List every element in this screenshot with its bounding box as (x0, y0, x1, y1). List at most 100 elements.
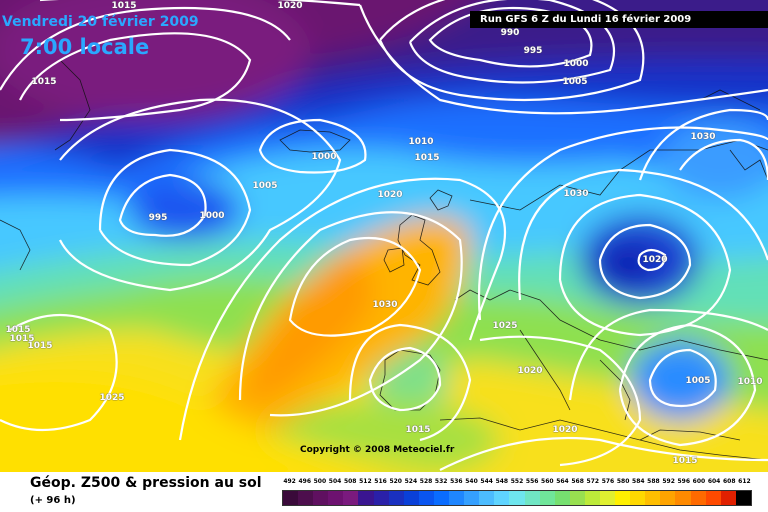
run-info-banner: Run GFS 6 Z du Lundi 16 février 2009 (470, 11, 768, 28)
isobar-label: 1020 (377, 190, 403, 200)
scale-label: 560 (541, 478, 554, 485)
isobar-label: 1015 (5, 325, 31, 335)
scale-swatch (660, 491, 676, 505)
scale-label: 544 (480, 478, 493, 485)
scale-label: 600 (692, 478, 706, 485)
scale-label: 596 (677, 478, 691, 485)
scale-label: 512 (359, 478, 372, 485)
isobar-label: 1020 (277, 1, 303, 11)
isobar-label: 1015 (414, 153, 440, 163)
isobar-label: 1015 (405, 425, 431, 435)
scale-swatch (584, 491, 600, 505)
scale-swatch (690, 491, 706, 505)
scale-label: 504 (328, 478, 342, 485)
map-canvas (0, 0, 768, 472)
forecast-date: Vendredi 20 février 2009 (2, 14, 199, 30)
scale-swatch (599, 491, 616, 505)
scale-swatch (313, 491, 329, 505)
isobar-label: 1010 (737, 377, 763, 387)
scale-swatch (433, 491, 450, 505)
isobar-label: 1015 (27, 341, 53, 351)
weather-map: Vendredi 20 février 2009 7:00 locale Run… (0, 0, 768, 472)
isobar-label: 1020 (517, 366, 543, 376)
scale-label: 548 (495, 478, 509, 485)
scale-swatch (449, 491, 465, 505)
scale-label: 588 (647, 478, 660, 485)
scale-swatch (720, 491, 736, 505)
scale-label: 528 (419, 478, 433, 485)
scale-swatch (358, 491, 374, 505)
isobar-label: 1005 (562, 77, 588, 87)
isobar-label: 1000 (563, 59, 589, 69)
scale-label: 564 (556, 478, 569, 485)
scale-swatch (403, 491, 419, 505)
isobar-label: 995 (148, 213, 168, 223)
isobar-label: 1005 (252, 181, 278, 191)
scale-swatch (735, 491, 751, 505)
scale-label: 580 (616, 478, 630, 485)
scale-swatch (388, 491, 404, 505)
scale-label: 508 (343, 478, 357, 485)
scale-swatch (524, 491, 540, 505)
scale-label: 592 (662, 478, 675, 485)
forecast-time: 7:00 locale (20, 35, 150, 59)
scale-swatch (630, 491, 646, 505)
scale-swatch (645, 491, 661, 505)
isobar-label: 1030 (690, 132, 716, 142)
isobars (0, 0, 768, 470)
scale-swatch (554, 491, 570, 505)
scale-swatch (509, 491, 525, 505)
scale-swatch (539, 491, 555, 505)
isobar-label: 1000 (311, 152, 337, 162)
isobar-label: 1025 (492, 321, 518, 331)
scale-label: 500 (313, 478, 327, 485)
scale-swatch (328, 491, 344, 505)
chart-title: Géop. Z500 & pression au sol (30, 475, 262, 491)
scale-swatch (283, 491, 299, 505)
scale-label: 576 (601, 478, 615, 485)
scale-swatch (494, 491, 510, 505)
isobar-label: 1015 (31, 77, 57, 87)
isobar-label: 1030 (372, 300, 398, 310)
isobar-label: 1020 (642, 255, 668, 265)
scale-swatch (569, 491, 585, 505)
copyright-text: Copyright © 2008 Meteociel.fr (300, 445, 455, 455)
color-scale-labels: 492 496 500 504 508 512 516 520 524 528 532 536 540 5… (280, 478, 752, 488)
scale-label: 516 (374, 478, 387, 485)
scale-label: 496 (298, 478, 311, 485)
scale-label: 532 (434, 478, 448, 485)
scale-swatch (373, 491, 389, 505)
scale-label: 584 (632, 478, 645, 485)
scale-swatch (675, 491, 691, 505)
scale-label: 556 (525, 478, 539, 485)
scale-label: 520 (389, 478, 402, 485)
isobar-label: 995 (523, 46, 543, 56)
isobar-label: 1020 (552, 425, 578, 435)
forecast-offset: (+ 96 h) (30, 495, 76, 506)
scale-swatch (464, 491, 480, 505)
scale-swatch (418, 491, 434, 505)
isobar-label: 1025 (99, 393, 125, 403)
scale-label: 604 (707, 478, 721, 485)
isobar-label: 1015 (9, 334, 35, 344)
isobar-label: 1010 (408, 137, 434, 147)
isobar-label: 1005 (685, 376, 711, 386)
scale-label: 568 (571, 478, 584, 485)
scale-swatch (479, 491, 495, 505)
scale-label: 612 (738, 478, 751, 485)
scale-label: 572 (586, 478, 600, 485)
scale-label: 552 (510, 478, 524, 485)
isobar-label: 1015 (672, 456, 698, 466)
scale-swatch (705, 491, 721, 505)
isobar-label: 1000 (199, 211, 225, 221)
legend-footer: Géop. Z500 & pression au sol (+ 96 h) 49… (0, 472, 768, 512)
scale-swatch (343, 491, 359, 505)
isobar-label: 1015 (111, 1, 137, 11)
scale-swatch (298, 491, 314, 505)
color-scale-bar (282, 490, 752, 506)
isobar-label: 1030 (563, 189, 589, 199)
isobar-label: 990 (500, 28, 520, 38)
scale-label: 540 (465, 478, 478, 485)
scale-label: 492 (283, 478, 296, 485)
